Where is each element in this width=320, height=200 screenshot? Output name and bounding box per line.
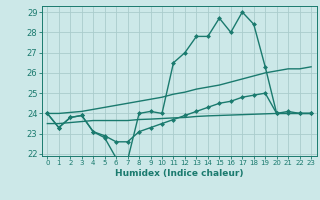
X-axis label: Humidex (Indice chaleur): Humidex (Indice chaleur) xyxy=(115,169,244,178)
